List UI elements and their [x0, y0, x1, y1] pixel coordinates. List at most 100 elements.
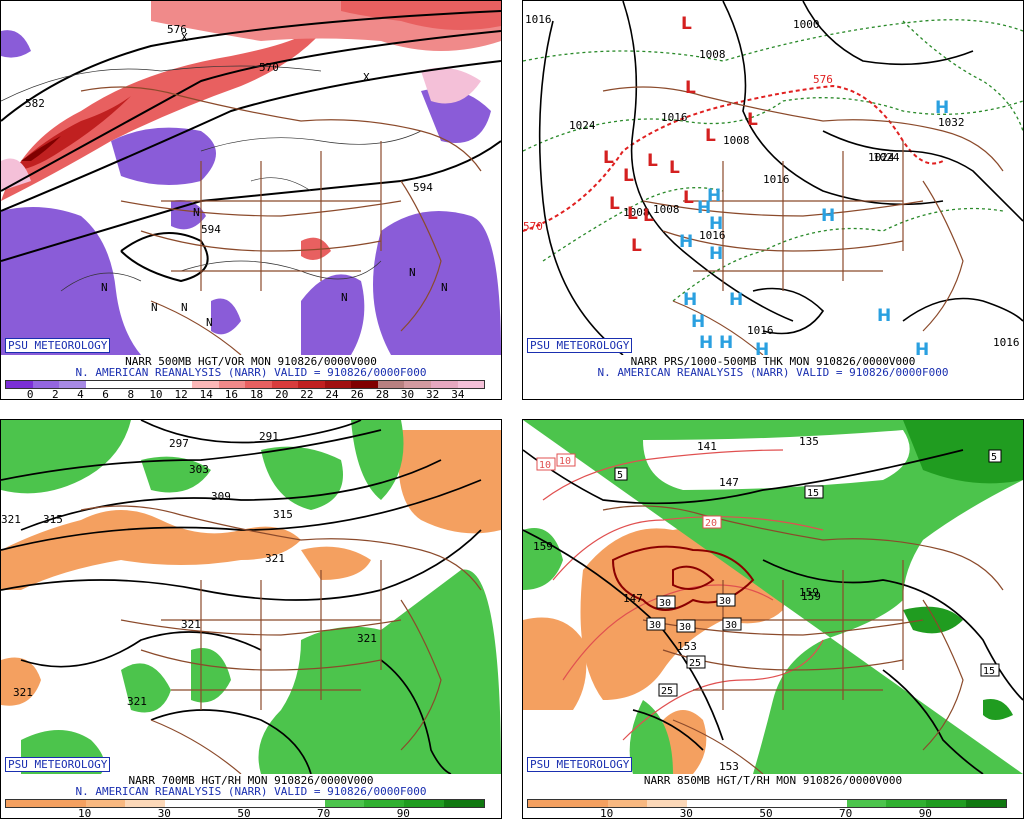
colorbar-label: 0 [26, 388, 34, 401]
isobar-label: 1032 [938, 116, 965, 129]
thickness-label: 576 [813, 73, 833, 86]
colorbar [527, 799, 1007, 808]
colorbar-swatch [165, 800, 206, 807]
colorbar-label: 70 [317, 807, 331, 820]
panel-valid-line: N. AMERICAN REANALYSIS (NARR) VALID = 91… [597, 366, 949, 379]
svg-text:10: 10 [539, 460, 551, 471]
colorbar-label: 10 [78, 807, 92, 820]
colorbar-swatch [806, 800, 847, 807]
colorbar-swatch [165, 381, 192, 388]
colorbar-swatch [85, 381, 113, 388]
vorticity-marker: N [409, 266, 416, 279]
contour-label: 582 [25, 97, 45, 110]
isobar-label: 1008 [623, 206, 650, 219]
colorbar-label: 14 [199, 388, 213, 401]
colorbar-swatch [404, 800, 445, 807]
isobar-label: 1008 [723, 134, 750, 147]
map-surface-pressure: 1016 1008 1000 1024 1016 1008 1016 1024 … [523, 1, 1023, 355]
panel-500mb-vorticity: 576 570 582 594 594 N N N N N N N N X X … [0, 0, 502, 401]
low-pressure-marker: L [669, 158, 680, 178]
vorticity-marker: X [363, 71, 370, 84]
contour-label: 315 [43, 513, 63, 526]
colorbar-label: 34 [451, 388, 465, 401]
colorbar-label: 10 [149, 388, 163, 401]
temp-box: 5 [614, 467, 628, 481]
vorticity-marker: N [181, 301, 188, 314]
colorbar-swatch [6, 381, 33, 388]
panel-valid-line: N. AMERICAN REANALYSIS (NARR) VALID = 91… [75, 785, 427, 798]
panel-valid-line: N. AMERICAN REANALYSIS (NARR) VALID = 91… [75, 366, 427, 379]
low-pressure-marker: L [683, 188, 694, 208]
temp-box: 15 [804, 485, 824, 499]
colorbar-swatch [647, 800, 688, 807]
panel-title: NARR 700MB HGT/RH MON 910826/0000V000 [128, 774, 374, 787]
vorticity-marker: N [441, 281, 448, 294]
colorbar [5, 380, 485, 389]
high-pressure-marker: H [707, 186, 721, 206]
colorbar-swatch [324, 800, 365, 807]
colorbar-swatch [205, 800, 245, 807]
contour-label: 576 [167, 23, 187, 36]
colorbar-label: 50 [237, 807, 251, 820]
svg-text:30: 30 [719, 596, 731, 607]
contour-label: 309 [211, 490, 231, 503]
contour-label: 570 [259, 61, 279, 74]
contour-label: 297 [169, 437, 189, 450]
isobar-label: 1024 [868, 151, 895, 164]
contour-label: 303 [189, 463, 209, 476]
colorbar-swatch [607, 800, 648, 807]
colorbar-label: 4 [77, 388, 84, 401]
colorbar-swatch [457, 381, 485, 388]
high-pressure-marker: H [683, 290, 697, 310]
temp-box: 30 [716, 593, 736, 607]
colorbar-swatch [926, 800, 967, 807]
colorbar-label: 30 [400, 388, 415, 401]
colorbar-swatch [377, 381, 405, 388]
low-pressure-marker: L [685, 78, 696, 98]
low-pressure-marker: L [647, 151, 658, 171]
contour-label: 321 [265, 552, 285, 565]
high-pressure-marker: H [691, 312, 705, 332]
map-500mb: 576 570 582 594 594 N N N N N N N N X X [1, 1, 501, 355]
isobar-label: 1016 [763, 173, 790, 186]
psu-logo: PSU METEOROLOGY [527, 338, 633, 353]
psu-logo: PSU METEOROLOGY [527, 757, 633, 772]
temp-box: 10 [536, 457, 556, 471]
colorbar-label: 50 [759, 807, 773, 820]
contour-label: 594 [201, 223, 221, 236]
contour-label: 159 [799, 586, 819, 599]
colorbar-swatch [351, 381, 378, 388]
colorbar-label: 20 [275, 388, 289, 401]
high-pressure-marker: H [709, 214, 723, 234]
svg-text:30: 30 [659, 598, 671, 609]
colorbar-swatch [59, 381, 86, 388]
low-pressure-marker: L [623, 166, 634, 186]
colorbar-swatch [727, 800, 767, 807]
colorbar-label: 26 [350, 388, 364, 401]
panel-title: NARR 500MB HGT/VOR MON 910826/0000V000 [125, 355, 377, 368]
low-pressure-marker: L [631, 236, 642, 256]
svg-text:30: 30 [725, 620, 737, 631]
colorbar-swatch [271, 381, 299, 388]
colorbar-label: 22 [300, 388, 314, 401]
colorbar-swatch [404, 381, 431, 388]
temp-box: 25 [686, 655, 706, 669]
temp-box: 20 [702, 515, 722, 529]
isobar-label: 1016 [661, 111, 688, 124]
svg-text:15: 15 [983, 666, 995, 677]
svg-text:5: 5 [617, 470, 623, 481]
colorbar-label: 24 [325, 388, 339, 401]
svg-text:25: 25 [689, 658, 701, 669]
contour-label: 321 [357, 632, 377, 645]
isobar-label: 1016 [747, 324, 774, 337]
colorbar-labels: 10 30 50 70 90 [5, 807, 483, 820]
isobar-label: 1016 [525, 13, 552, 26]
colorbar-label: 30 [157, 807, 171, 820]
colorbar-label: 28 [375, 388, 389, 401]
svg-text:30: 30 [649, 620, 661, 631]
map-700mb: 297 291 303 309 315 315 321 321 321 321 … [1, 420, 501, 774]
contour-label: 315 [273, 508, 293, 521]
colorbar-label: 70 [839, 807, 853, 820]
colorbar-swatch [298, 381, 325, 388]
contour-label: 321 [1, 513, 21, 526]
